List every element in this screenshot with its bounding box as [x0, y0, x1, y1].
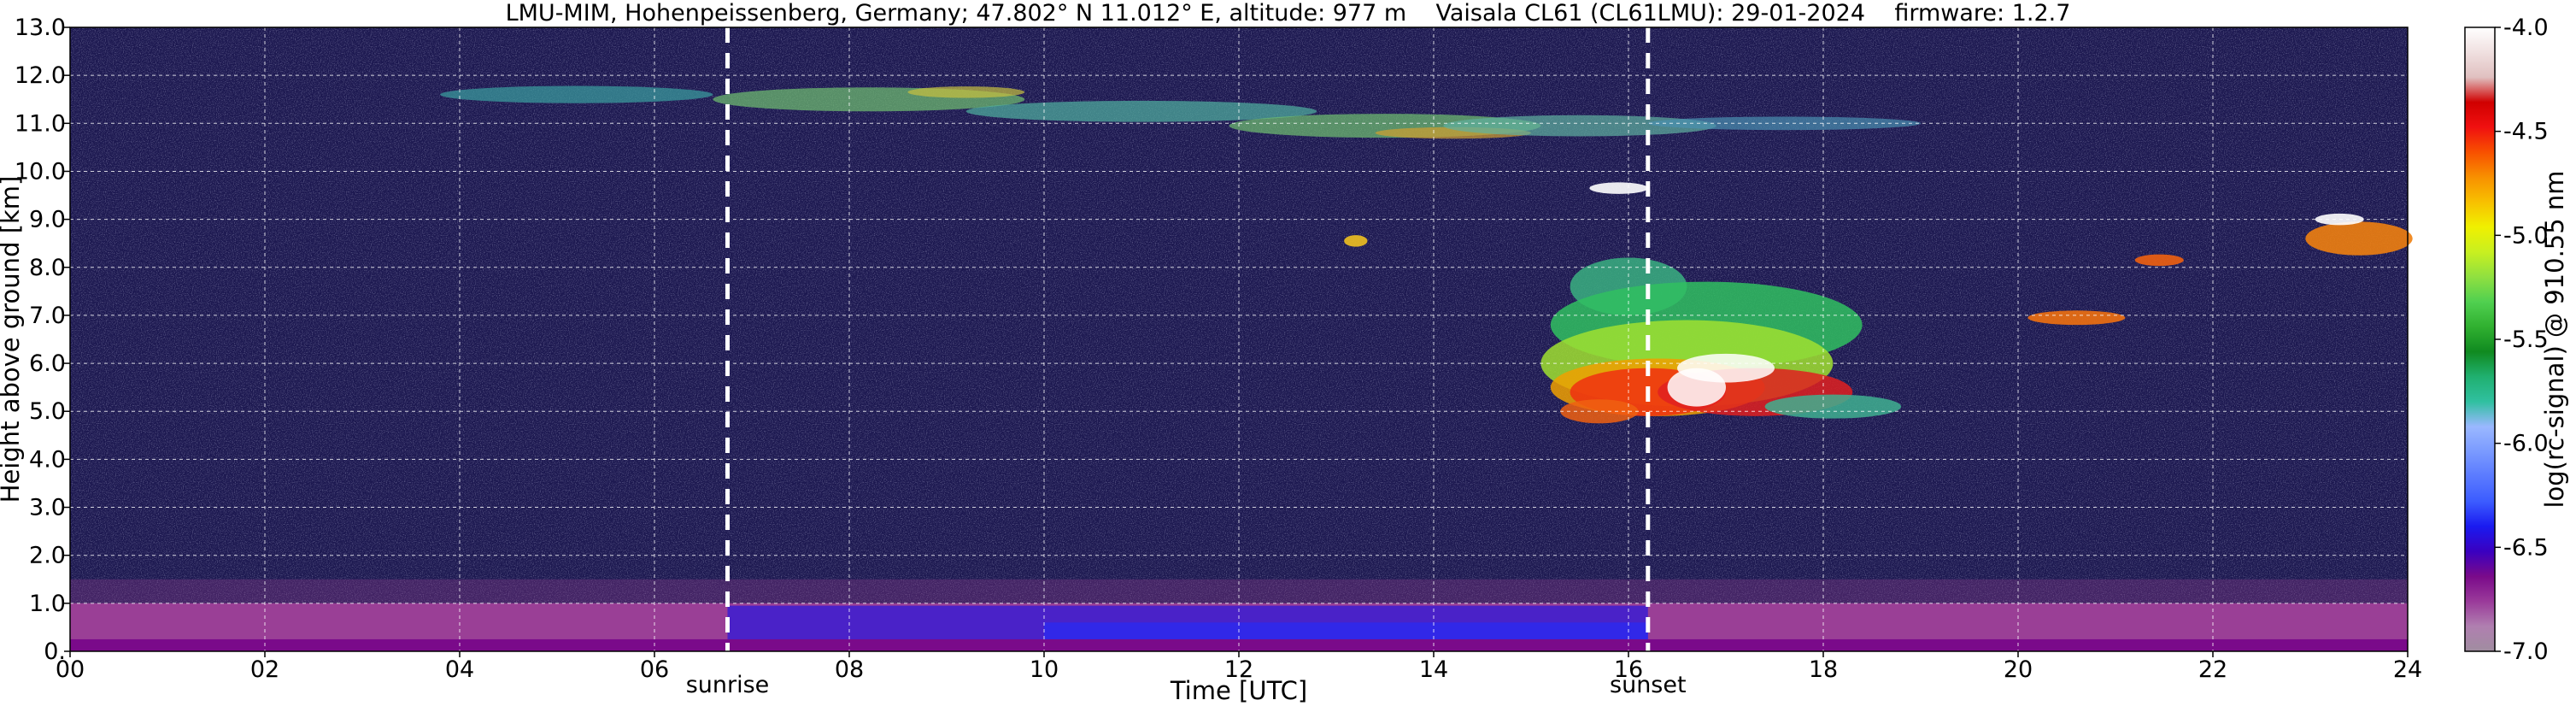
x-tick-label: 06	[640, 656, 669, 683]
cirrus-cloud	[1647, 116, 1921, 131]
x-tick-label: 18	[1809, 656, 1838, 683]
y-tick-label: 3.0	[29, 495, 66, 521]
cloud-patch	[2134, 254, 2184, 267]
chart-title: LMU-MIM, Hohenpeissenberg, Germany; 47.8…	[505, 0, 2071, 26]
x-axis-label: Time [UTC]	[1170, 676, 1307, 705]
colorbar-scale	[2464, 26, 2496, 652]
y-tick-label: 5.0	[29, 398, 66, 425]
y-axis-label: Height above ground [km]	[0, 176, 25, 503]
cloud-patch	[1344, 235, 1368, 247]
x-tick-label: 10	[1030, 656, 1059, 683]
x-tick-label: 02	[250, 656, 279, 683]
x-tick-label: 24	[2393, 656, 2422, 683]
y-tick-label: 1.0	[29, 591, 66, 617]
y-tick-label: 6.0	[29, 350, 66, 377]
cloud-patch	[2305, 221, 2413, 256]
x-tick-label: 12	[1224, 656, 1253, 683]
colorbar-tick-label: -4.0	[2503, 15, 2549, 41]
y-tick-label: 4.0	[29, 446, 66, 473]
annotation-label: sunrise	[686, 672, 770, 698]
signal-noise	[70, 27, 2408, 651]
y-tick-label: 11.0	[15, 110, 66, 137]
x-tick-label: 22	[2198, 656, 2227, 683]
x-tick-label: 16	[1614, 656, 1643, 683]
x-axis: 00 02 04 06 08 10 12 14 16 18 20 22 24	[56, 651, 2422, 683]
cloud-patch	[1589, 182, 1648, 194]
y-tick-label: 9.0	[29, 207, 66, 233]
y-tick-label: 2.0	[29, 543, 66, 569]
cirrus-cloud	[440, 85, 713, 103]
x-tick-label: 04	[445, 656, 474, 683]
y-tick-label: 7.0	[29, 303, 66, 329]
grid: sunrise sunset	[69, 26, 2409, 698]
cirrus-cloud	[965, 100, 1317, 122]
y-tick-label: 0.	[44, 638, 66, 665]
mid-level-cloud	[1764, 394, 1902, 419]
colorbar-tick-label: -5.0	[2503, 222, 2549, 249]
y-axis: 0. 1.0 2.0 3.0 4.0 5.0 6.0 7.0 8.0 9.0 10.0 11.0 12.…	[15, 15, 70, 665]
colorbar-tick-label: -6.5	[2503, 534, 2549, 561]
annotation-label: sunset	[1610, 672, 1687, 698]
x-tick-label: 00	[56, 656, 85, 683]
colorbar-tick-label: -6.0	[2503, 431, 2549, 457]
y-tick-label: 10.0	[15, 158, 66, 185]
mid-level-cloud	[1560, 399, 1639, 424]
colorbar-tick-label: -7.0	[2503, 638, 2549, 665]
plot-area	[70, 27, 2413, 651]
colorbar: -4.0 -4.5 -5.0 -5.5 -6.0 -6.5 -7.0	[2464, 15, 2549, 665]
x-tick-label: 14	[1419, 656, 1448, 683]
x-tick-label: 20	[2004, 656, 2033, 683]
cirrus-cloud	[907, 86, 1025, 98]
cloud-patch	[2027, 310, 2126, 326]
x-tick-label: 08	[835, 656, 864, 683]
colorbar-label: log(rc-signal) @ 910.55 nm	[2540, 170, 2569, 508]
y-tick-label: 13.0	[15, 15, 66, 41]
mid-level-cloud	[1667, 368, 1727, 407]
colorbar-tick-label: -4.5	[2503, 119, 2549, 145]
y-tick-label: 12.0	[15, 62, 66, 89]
colorbar-tick-label: -5.5	[2503, 327, 2549, 353]
y-tick-label: 8.0	[29, 255, 66, 281]
